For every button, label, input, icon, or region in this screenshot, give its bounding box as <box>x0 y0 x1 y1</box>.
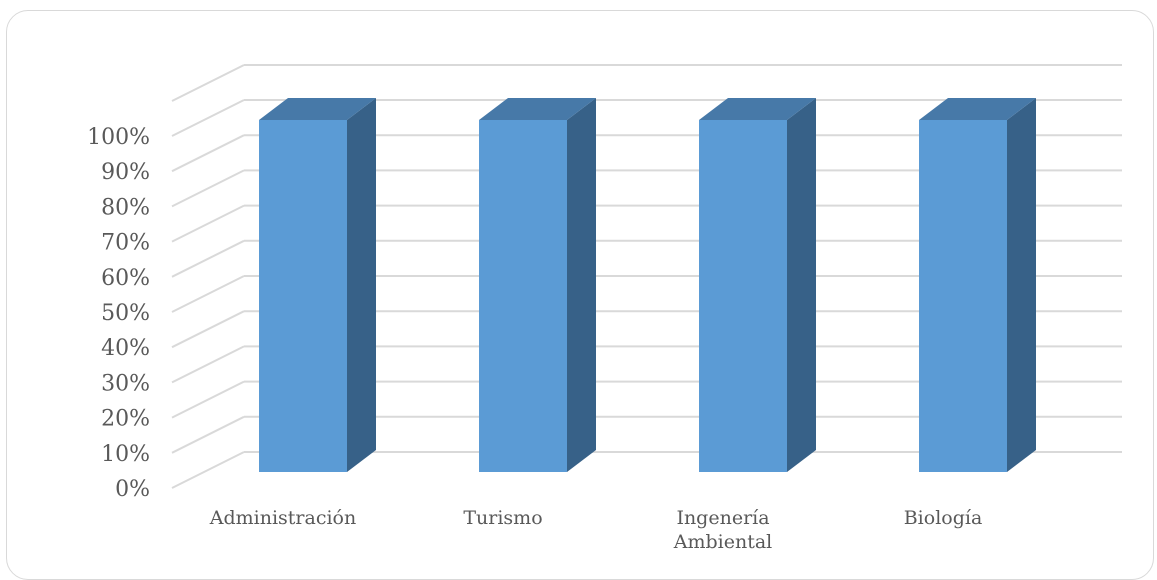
bar-top <box>479 98 596 120</box>
bar-side <box>567 98 596 472</box>
bar-2 <box>699 98 816 472</box>
gridline-side-4 <box>171 310 245 349</box>
bar-side <box>1007 98 1036 472</box>
y-tick-label: 40% <box>101 336 150 361</box>
gridline-side-3 <box>171 345 245 384</box>
bar-front <box>479 120 567 472</box>
y-tick-label: 80% <box>101 195 150 220</box>
gridline-side-6 <box>171 239 245 278</box>
bar-front <box>699 120 787 472</box>
bar-top <box>919 98 1036 120</box>
y-tick-label: 60% <box>101 266 150 291</box>
x-category-label: Turismo <box>463 507 542 529</box>
y-tick-label: 10% <box>101 442 150 467</box>
gridline-side-top <box>171 64 245 102</box>
y-tick-label: 30% <box>101 371 150 396</box>
gridline-side-2 <box>171 380 245 419</box>
bar-3 <box>919 98 1036 472</box>
x-category-label: Administración <box>209 507 356 529</box>
bar-chart: 0% 10% 20% 30% 40% 50% 60% 70% 80% 90% 100% Admini… <box>87 64 1122 553</box>
y-tick-label: 70% <box>101 231 150 256</box>
y-tick-label: 90% <box>101 160 150 185</box>
bar-1 <box>479 98 596 472</box>
gridline-side-10 <box>171 99 245 137</box>
x-category-label: Ingenería <box>676 507 769 529</box>
bar-side <box>347 98 376 472</box>
bar-top <box>259 98 376 120</box>
bars <box>259 98 1036 472</box>
y-tick-label: 100% <box>87 125 150 150</box>
bar-top <box>699 98 816 120</box>
bar-0 <box>259 98 376 472</box>
gridline-side-9 <box>171 134 245 173</box>
y-tick-label: 0% <box>115 477 150 502</box>
gridline-side-8 <box>171 169 245 208</box>
gridline-side-0 <box>171 451 245 489</box>
bar-front <box>919 120 1007 472</box>
y-tick-label: 50% <box>101 301 150 326</box>
x-category-label: Ambiental <box>673 531 773 553</box>
gridline-side-1 <box>171 415 245 454</box>
y-axis-tick-labels: 0% 10% 20% 30% 40% 50% 60% 70% 80% 90% 100% <box>87 125 150 502</box>
gridline-side-7 <box>171 204 245 243</box>
gridline-side-5 <box>171 275 245 313</box>
y-tick-label: 20% <box>101 407 150 432</box>
x-category-label: Biología <box>904 507 983 529</box>
bar-side <box>787 98 816 472</box>
bar-front <box>259 120 347 472</box>
